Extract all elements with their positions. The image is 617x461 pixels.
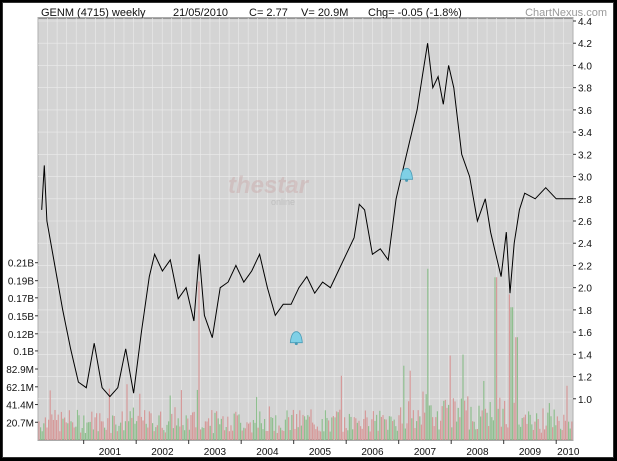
- price-tick-label: 3.6: [578, 106, 592, 117]
- price-tick-label: 2.4: [578, 239, 592, 250]
- volume-tick-label: 82.9M: [6, 365, 34, 376]
- price-tick-label: 3.8: [578, 84, 592, 95]
- close-label: C= 2.77: [249, 7, 288, 19]
- volume-tick-label: 0.21B: [8, 259, 34, 270]
- year-tick-label: 2006: [361, 447, 384, 458]
- volume-tick-label: 41.4M: [6, 401, 34, 412]
- change-label: Chg= -0.05 (-1.8%): [368, 7, 462, 19]
- price-tick-label: 2.6: [578, 217, 592, 228]
- alert-bell-icon: [400, 167, 414, 180]
- price-tick-label: 2.8: [578, 195, 592, 206]
- price-tick-label: 3.0: [578, 173, 592, 184]
- price-tick-label: 4.4: [578, 17, 592, 28]
- price-tick-label: 4.2: [578, 39, 592, 50]
- price-tick-label: 3.4: [578, 128, 592, 139]
- price-line: [41, 43, 573, 398]
- volume-tick-label: 62.1M: [6, 383, 34, 394]
- source-watermark: ChartNexus.com: [525, 7, 607, 19]
- price-tick-label: 1.6: [578, 328, 592, 339]
- year-tick-label: 2010: [557, 447, 580, 458]
- volume-tick-label: 0.15B: [8, 312, 34, 323]
- volume-tick-label: 0.1B: [13, 347, 34, 358]
- year-tick-label: 2003: [204, 447, 227, 458]
- year-tick-label: 2002: [151, 447, 174, 458]
- thestar-logo-sub: online: [271, 197, 295, 207]
- thestar-logo: thestar: [228, 172, 310, 199]
- alert-bell-clapper: [294, 342, 298, 346]
- volume-label: V= 20.9M: [301, 7, 349, 19]
- alert-bell-clapper: [405, 178, 409, 182]
- ticker-title: GENM (4715) weekly: [41, 7, 146, 19]
- price-tick-label: 2.2: [578, 261, 592, 272]
- volume-tick-label: 0.17B: [8, 294, 34, 305]
- year-tick-label: 2004: [256, 447, 279, 458]
- year-tick-label: 2009: [519, 447, 542, 458]
- price-tick-label: 1.8: [578, 306, 592, 317]
- price-tick-label: 1.4: [578, 350, 592, 361]
- year-tick-label: 2007: [414, 447, 437, 458]
- date-label: 21/05/2010: [173, 7, 229, 19]
- volume-tick-label: 0.19B: [8, 277, 34, 288]
- alert-bell-icon: [289, 331, 303, 344]
- year-tick-label: 2008: [466, 447, 489, 458]
- price-tick-label: 4.0: [578, 61, 592, 72]
- volume-tick-label: 0.12B: [8, 330, 34, 341]
- price-tick-label: 1.0: [578, 395, 592, 406]
- volume-tick-label: 20.7M: [6, 418, 34, 429]
- year-tick-label: 2005: [309, 447, 332, 458]
- price-tick-label: 2.0: [578, 284, 592, 295]
- price-tick-label: 3.2: [578, 150, 592, 161]
- year-tick-label: 2001: [99, 447, 122, 458]
- price-tick-label: 1.2: [578, 373, 592, 384]
